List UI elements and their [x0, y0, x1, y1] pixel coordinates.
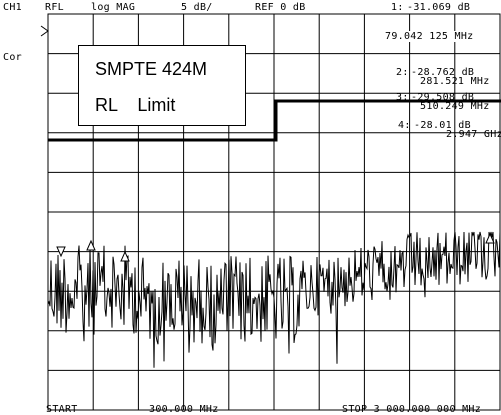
format-label: log MAG — [91, 2, 136, 13]
scale-label: 5 dB/ — [181, 2, 213, 13]
start-label: START — [46, 404, 78, 415]
marker-4-value: -28.01 dB — [414, 120, 471, 131]
reference-position-icon — [40, 25, 49, 37]
limit-line — [48, 99, 501, 142]
marker-1-icon — [56, 246, 66, 258]
return-loss-trace — [47, 231, 501, 368]
measurement-label: RFL — [45, 2, 64, 13]
marker-3-icon — [120, 250, 130, 262]
marker-2-value: -28.762 dB — [411, 67, 475, 78]
marker-2-frequency: 281.521 MHz — [420, 76, 490, 87]
marker-1-value: -31.069 dB — [407, 2, 471, 13]
annotation-standard: SMPTE 424M — [95, 59, 208, 79]
marker-1-label: 1: — [391, 2, 404, 13]
marker-4-icon — [485, 232, 495, 244]
marker-1-frequency: 79.042 125 MHz — [385, 31, 474, 42]
marker-3-frequency: 510.249 MHz — [420, 101, 490, 112]
reference-label: REF 0 dB — [255, 2, 306, 13]
marker-4-frequency: 2.947 GHz — [446, 129, 501, 140]
marker-3-label: 3: — [396, 92, 409, 103]
marker-3-value: -29.508 dB — [411, 92, 475, 103]
stop-frequency: STOP 3 000.000 000 MHz — [342, 404, 482, 415]
annotation-box: SMPTE 424M RL Limit — [78, 45, 246, 126]
annotation-limit: RL Limit — [95, 95, 176, 115]
marker-2-label: 2: — [396, 67, 409, 78]
channel-label: CH1 — [3, 2, 22, 13]
correction-indicator: Cor — [3, 52, 22, 63]
marker-4-label: 4: — [398, 120, 411, 131]
marker-2-icon — [86, 239, 96, 251]
start-frequency: 300.000 MHz — [149, 404, 219, 415]
